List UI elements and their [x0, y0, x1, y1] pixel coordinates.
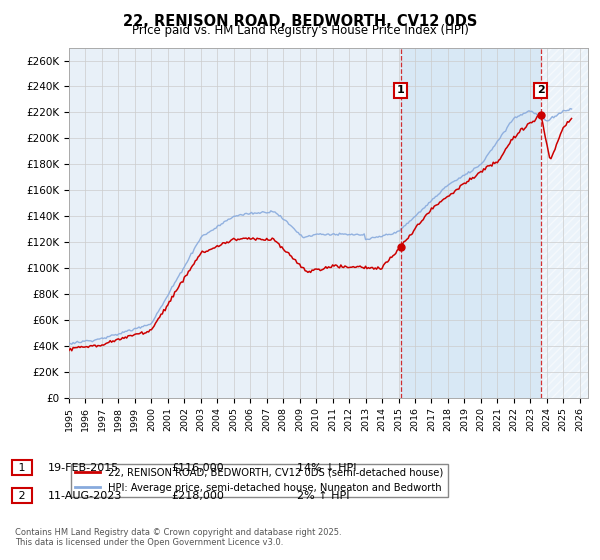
Text: £116,000: £116,000	[171, 463, 224, 473]
Text: 2% ↑ HPI: 2% ↑ HPI	[297, 491, 349, 501]
Text: 1: 1	[397, 85, 404, 95]
Text: 22, RENISON ROAD, BEDWORTH, CV12 0DS: 22, RENISON ROAD, BEDWORTH, CV12 0DS	[123, 14, 477, 29]
Text: 19-FEB-2015: 19-FEB-2015	[48, 463, 119, 473]
Text: Price paid vs. HM Land Registry's House Price Index (HPI): Price paid vs. HM Land Registry's House …	[131, 24, 469, 37]
Text: 14% ↓ HPI: 14% ↓ HPI	[297, 463, 356, 473]
Bar	[541, 48, 588, 398]
Text: £218,000: £218,000	[171, 491, 224, 501]
Text: 2: 2	[15, 491, 29, 501]
Text: Contains HM Land Registry data © Crown copyright and database right 2025.
This d: Contains HM Land Registry data © Crown c…	[15, 528, 341, 547]
Text: 11-AUG-2023: 11-AUG-2023	[48, 491, 122, 501]
Text: 1: 1	[15, 463, 29, 473]
Text: 2: 2	[536, 85, 544, 95]
Bar	[401, 48, 588, 398]
Legend: 22, RENISON ROAD, BEDWORTH, CV12 0DS (semi-detached house), HPI: Average price, : 22, RENISON ROAD, BEDWORTH, CV12 0DS (se…	[71, 464, 448, 497]
